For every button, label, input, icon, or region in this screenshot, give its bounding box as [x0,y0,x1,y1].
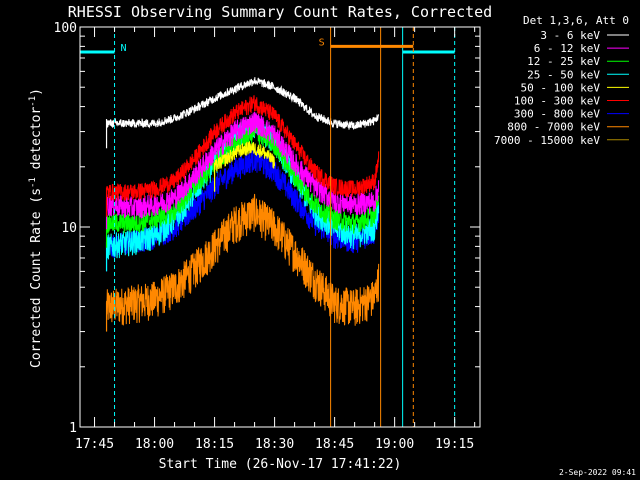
x-tick-label-1845: 18:45 [315,437,354,452]
y-axis-label: Corrected Count Rate (s-1 detector-1) [28,88,44,368]
series-3-6keV-line [105,77,380,149]
series-line-3 [106,123,380,234]
x-tick-label-1800: 18:00 [135,437,174,452]
y-axis-label-main: Corrected Count Rate (s [29,188,44,368]
y-axis-label-mid: detector [29,107,44,178]
x-tick-label-1900: 19:00 [375,437,414,452]
legend-label-3: 12 - 25 keV [527,55,600,68]
y-tick-label-10: 10 [61,221,77,236]
y-axis-label-exp1: -1 [28,177,38,188]
marker-S-label: S [319,37,325,48]
x-tick-label-1745: 17:45 [75,437,114,452]
legend-label-8: 800 - 7000 keV [507,121,600,134]
series-line-6 [106,95,380,201]
y-tick-label-100: 100 [54,21,77,36]
legend-label-7: 300 - 800 keV [514,108,600,121]
legend-label-4: 25 - 50 keV [527,68,600,81]
legend-label-5: 50 - 100 keV [521,81,601,94]
series-100-300keV-line [105,95,380,217]
series-line-5 [214,141,276,172]
x-tick-label-1830: 18:30 [255,437,294,452]
series-50-100keV-line [213,141,276,192]
x-tick-label-1915: 19:15 [435,437,474,452]
legend-label-9: 7000 - 15000 keV [494,134,600,147]
y-tick-label-1: 1 [69,421,77,436]
legend-label-2: 6 - 12 keV [534,42,601,55]
y-axis: 1 10 100 [54,21,480,436]
series-line-8 [106,193,380,326]
x-axis: 17:45 18:00 18:15 18:30 18:45 19:00 19:15 [75,27,476,452]
x-tick-label-1815: 18:15 [195,437,234,452]
series-800-7000keV-line [105,193,380,332]
x-axis-label: Start Time (26-Nov-17 17:41:22) [159,457,402,472]
marker-N-label: N [121,43,127,54]
series-line-1 [106,77,380,130]
footer-timestamp: 2-Sep-2022 09:41 [559,468,636,477]
legend-header: Det 1,3,6, Att 0 [523,14,629,27]
legend-label-1: 3 - 6 keV [540,29,600,42]
y-axis-label-exp2: -1 [28,96,38,107]
chart-title: RHESSI Observing Summary Count Rates, Co… [68,3,492,21]
y-axis-label-end: ) [29,88,44,96]
legend-label-6: 100 - 300 keV [514,95,600,108]
series-line-2 [106,111,380,220]
